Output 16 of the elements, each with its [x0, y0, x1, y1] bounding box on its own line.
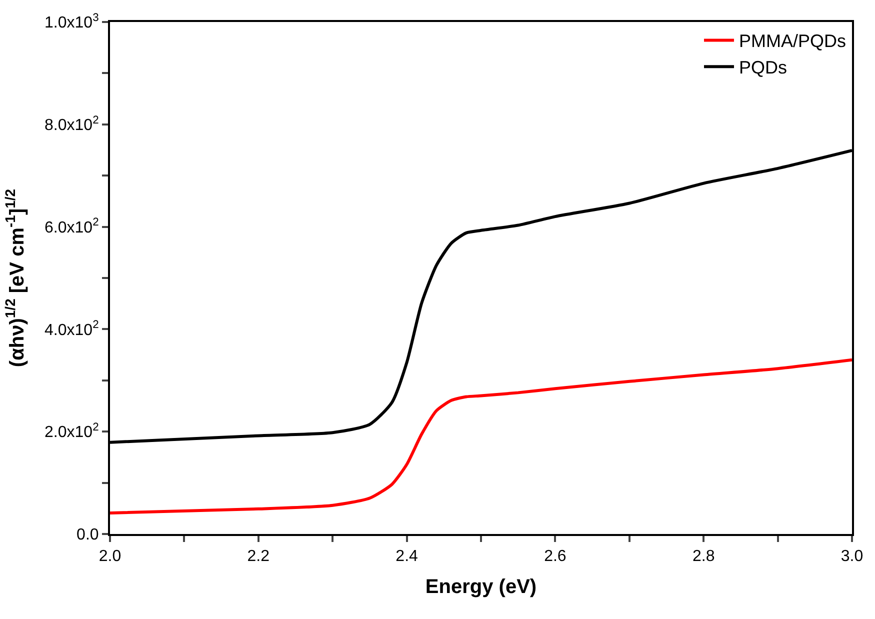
x-axis-title: Energy (eV): [425, 576, 537, 598]
y-tick-label: 1.0x10$^{3}$: [44, 12, 99, 32]
y-tick-label: 6.0x10$^{2}$: [44, 216, 99, 236]
x-tick-label: 2.8: [692, 548, 715, 566]
x-tick-label: 2.2: [247, 548, 270, 566]
legend-label: PQDs: [739, 58, 788, 78]
y-tick-label: 2.0x10$^{2}$: [44, 421, 99, 442]
y-tick-label: 8.0x10$^{2}$: [44, 114, 99, 134]
line-series: [110, 358, 852, 515]
x-tick-label: 3.0: [840, 548, 864, 566]
x-tick-label: 2.4: [396, 548, 418, 566]
y-tick-label: 4.0x10$^{2}$: [44, 319, 99, 339]
x-tick-label: 2.6: [544, 548, 566, 566]
x-tick-label: 2.0: [98, 548, 122, 566]
legend-label: PMMA/PQDs: [739, 31, 846, 52]
y-tick-label: 0.0: [76, 526, 99, 544]
